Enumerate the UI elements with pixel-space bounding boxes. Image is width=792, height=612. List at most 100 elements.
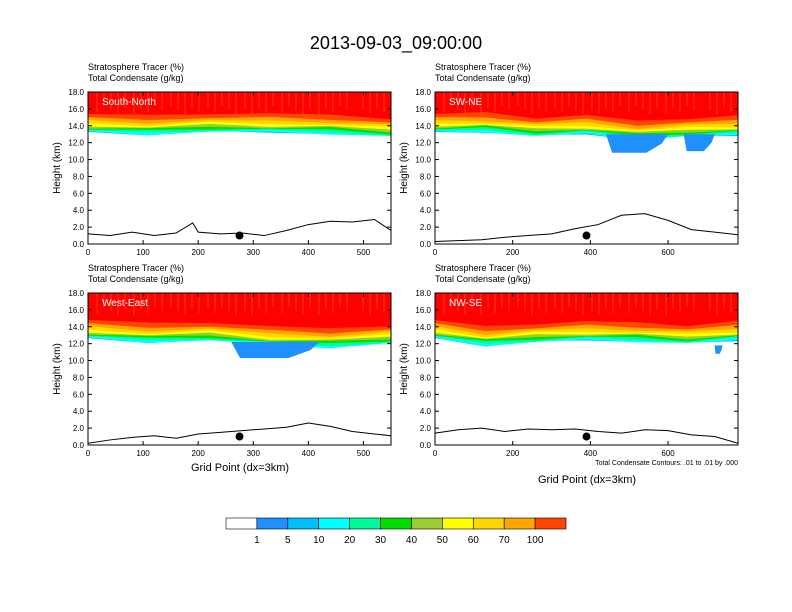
location-marker (582, 231, 591, 240)
x-tick-label: 100 (136, 248, 150, 257)
panel-label: SW-NE (449, 97, 482, 108)
y-tick-label: 2.0 (420, 424, 432, 433)
y-tick-label: 10.0 (415, 357, 431, 366)
terrain-line (88, 218, 391, 237)
y-tick-label: 2.0 (73, 424, 85, 433)
colorbar-level-label: 60 (468, 535, 480, 546)
y-tick-label: 8.0 (73, 172, 85, 181)
colorbar-level-label: 5 (285, 535, 291, 546)
contour-note: Total Condensate Contours: .01 to .01 by… (595, 460, 738, 467)
x-axis-title-left: Grid Point (dx=3km) (191, 462, 289, 474)
colorbar-level-label: 50 (437, 535, 449, 546)
y-tick-label: 4.0 (420, 206, 432, 215)
panel-frame (434, 292, 739, 446)
panel-nw-se: Stratosphere Tracer (%)Total Condensate … (399, 263, 739, 458)
colorbar-level-label: 20 (344, 535, 356, 546)
y-tick-label: 0.0 (73, 441, 85, 450)
terrain-line (435, 427, 738, 444)
x-tick-label: 600 (661, 248, 675, 257)
y-tick-label: 16.0 (68, 306, 84, 315)
panel-label: West-East (102, 298, 148, 309)
panel-frame (87, 292, 392, 446)
tracer-band (88, 92, 391, 120)
x-tick-label: 400 (302, 449, 316, 458)
field-label-tracer: Stratosphere Tracer (%) (88, 263, 184, 273)
figure-title: 2013-09-03_09:00:00 (310, 33, 482, 54)
colorbar-swatch (411, 517, 443, 530)
x-tick-label: 200 (192, 248, 206, 257)
colorbar-swatch (534, 517, 567, 530)
tracer-band (88, 293, 391, 329)
terrain-line (435, 213, 738, 242)
panel-frame (434, 91, 739, 245)
field-label-condensate: Total Condensate (g/kg) (88, 274, 184, 284)
y-tick-label: 16.0 (68, 105, 84, 114)
y-tick-label: 6.0 (73, 189, 85, 198)
x-tick-label: 200 (506, 449, 520, 458)
colorbar-swatch (256, 517, 289, 530)
panel-group: Stratosphere Tracer (%)Total Condensate … (52, 62, 739, 458)
x-tick-label: 400 (584, 248, 598, 257)
x-axis-title-right: Grid Point (dx=3km) (538, 474, 636, 486)
x-tick-label: 0 (433, 449, 438, 458)
y-tick-label: 12.0 (68, 139, 84, 148)
field-label-condensate: Total Condensate (g/kg) (435, 274, 531, 284)
field-label-tracer: Stratosphere Tracer (%) (88, 62, 184, 72)
colorbar-swatch (503, 517, 536, 530)
y-tick-label: 2.0 (420, 223, 432, 232)
y-tick-label: 6.0 (73, 390, 85, 399)
y-tick-label: 18.0 (415, 289, 431, 298)
panel-sw-ne: Stratosphere Tracer (%)Total Condensate … (399, 62, 739, 257)
y-tick-label: 10.0 (415, 156, 431, 165)
panel-label: South-North (102, 97, 156, 108)
colorbar-swatch (380, 517, 412, 530)
x-tick-label: 200 (192, 449, 206, 458)
x-tick-label: 0 (86, 248, 91, 257)
colorbar-swatch (225, 517, 258, 530)
y-tick-label: 6.0 (420, 390, 432, 399)
condensate-patch (231, 341, 320, 359)
x-tick-label: 0 (86, 449, 91, 458)
x-tick-label: 0 (433, 248, 438, 257)
y-axis-title: Height (km) (52, 142, 63, 194)
y-tick-label: 12.0 (415, 139, 431, 148)
field-label-tracer: Stratosphere Tracer (%) (435, 263, 531, 273)
tracer-band (435, 293, 738, 327)
y-tick-label: 14.0 (415, 323, 431, 332)
y-tick-label: 6.0 (420, 189, 432, 198)
tracer-band (435, 92, 738, 121)
x-tick-label: 600 (661, 449, 675, 458)
y-tick-label: 4.0 (73, 407, 85, 416)
y-axis-title: Height (km) (52, 343, 63, 395)
y-tick-label: 4.0 (73, 206, 85, 215)
y-tick-label: 16.0 (415, 105, 431, 114)
x-tick-label: 200 (506, 248, 520, 257)
y-tick-label: 18.0 (68, 289, 84, 298)
colorbar-level-label: 30 (375, 535, 387, 546)
x-tick-label: 400 (302, 248, 316, 257)
location-marker (235, 231, 244, 240)
colorbar-swatch (349, 517, 381, 530)
panel-west-east: Stratosphere Tracer (%)Total Condensate … (52, 263, 392, 458)
y-tick-label: 14.0 (68, 323, 84, 332)
y-tick-label: 18.0 (415, 88, 431, 97)
location-marker (582, 432, 591, 441)
y-tick-label: 0.0 (73, 240, 85, 249)
y-tick-label: 14.0 (68, 122, 84, 131)
y-tick-label: 8.0 (73, 373, 85, 382)
y-tick-label: 8.0 (420, 373, 432, 382)
colorbar-swatch (472, 517, 505, 530)
y-tick-label: 12.0 (68, 340, 84, 349)
y-tick-label: 14.0 (415, 122, 431, 131)
colorbar: 1 5 10 20 30 40 50 60 70 100 (225, 517, 567, 546)
y-axis-title: Height (km) (399, 142, 410, 194)
y-tick-label: 4.0 (420, 407, 432, 416)
condensate-patch (683, 134, 715, 152)
y-tick-label: 12.0 (415, 340, 431, 349)
panel-label: NW-SE (449, 298, 482, 309)
y-tick-label: 8.0 (420, 172, 432, 181)
x-tick-label: 500 (357, 248, 371, 257)
terrain-line (88, 422, 391, 444)
colorbar-level-label: 40 (406, 535, 418, 546)
